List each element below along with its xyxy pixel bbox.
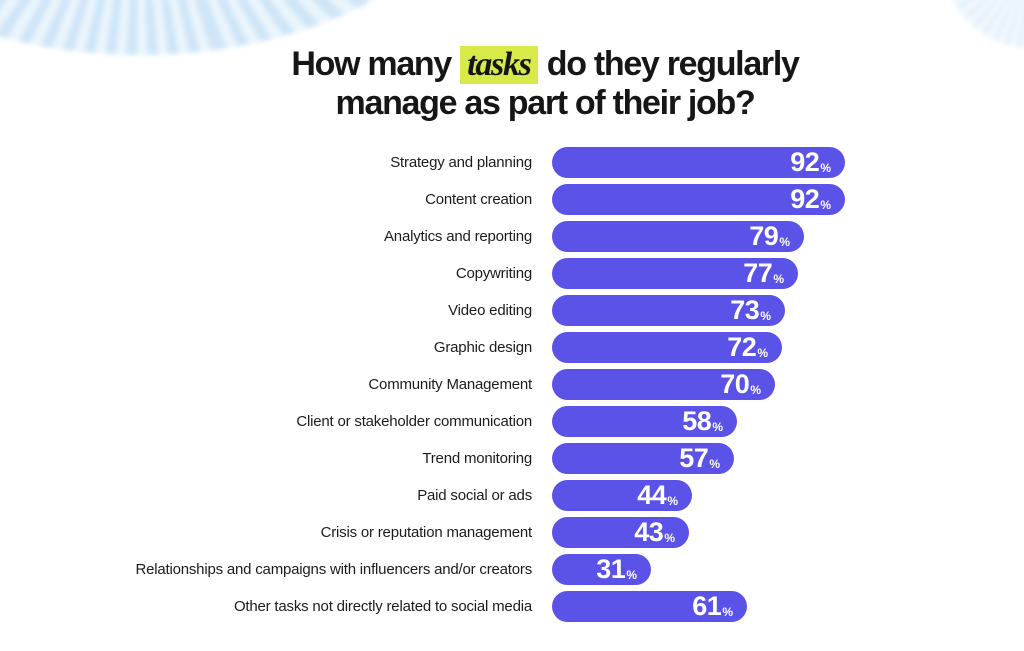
bar-value: 77 xyxy=(743,258,773,288)
percent-sign: % xyxy=(757,346,768,360)
bar-label: Trend monitoring xyxy=(422,450,532,467)
chart-row: Paid social or ads 44% xyxy=(0,480,845,511)
bar-label: Crisis or reputation management xyxy=(320,524,533,541)
bar: 61% xyxy=(552,591,747,622)
chart-row: Content creation 92% xyxy=(0,184,845,215)
chart-row: Relationships and campaigns with influen… xyxy=(0,554,845,585)
title-line-2: manage as part of their job? xyxy=(335,83,756,122)
bar-value: 70 xyxy=(720,369,750,399)
bar-label: Copywriting xyxy=(455,265,532,282)
bar-label: Other tasks not directly related to soci… xyxy=(233,598,532,615)
bar: 31% xyxy=(552,554,651,585)
chart-row: Video editing 73% xyxy=(0,295,845,326)
bar-value: 73 xyxy=(730,295,760,325)
percent-sign: % xyxy=(750,383,761,397)
bar-value: 57 xyxy=(679,443,709,473)
bar: 58% xyxy=(552,406,737,437)
bar-label: Graphic design xyxy=(433,339,532,356)
chart-row: Strategy and planning 92% xyxy=(0,147,845,178)
bar-value: 31 xyxy=(596,554,626,584)
percent-sign: % xyxy=(667,494,678,508)
bar: 79% xyxy=(552,221,804,252)
page-title: How many tasks do they regularly manage … xyxy=(0,45,1024,123)
bar-value: 58 xyxy=(682,406,712,436)
chart-rows: Strategy and planning 92% Content creation… xyxy=(0,147,845,622)
percent-sign: % xyxy=(820,198,831,212)
chart-row: Client or stakeholder communication 58% xyxy=(0,406,845,437)
percent-sign: % xyxy=(712,420,723,434)
percent-sign: % xyxy=(626,568,637,582)
bar-value: 44 xyxy=(637,480,667,510)
title-part-2: do they regularly xyxy=(546,44,800,83)
bar: 92% xyxy=(552,184,845,215)
percent-sign: % xyxy=(779,235,790,249)
chart-row: Analytics and reporting 79% xyxy=(0,221,845,252)
percent-sign: % xyxy=(709,457,720,471)
percent-sign: % xyxy=(722,605,733,619)
bar-label: Paid social or ads xyxy=(417,487,532,504)
bar-value: 79 xyxy=(749,221,779,251)
bar-label: Relationships and campaigns with influen… xyxy=(135,561,532,578)
bar: 92% xyxy=(552,147,845,178)
percent-sign: % xyxy=(664,531,675,545)
chart-row: Copywriting 77% xyxy=(0,258,845,289)
title-line-1: How many tasks do they regularly xyxy=(291,44,800,84)
bar: 44% xyxy=(552,480,692,511)
bar: 77% xyxy=(552,258,798,289)
striped-circle-decoration-right xyxy=(942,0,1024,48)
bar: 73% xyxy=(552,295,785,326)
bar-value: 43 xyxy=(634,517,664,547)
bar-label: Community Management xyxy=(368,376,532,393)
title-highlight: tasks xyxy=(460,45,538,84)
bar-value: 61 xyxy=(692,591,722,621)
bar: 57% xyxy=(552,443,734,474)
percent-sign: % xyxy=(773,272,784,286)
bar-value: 92 xyxy=(790,184,820,214)
bar-label: Client or stakeholder communication xyxy=(296,413,532,430)
chart-row: Trend monitoring 57% xyxy=(0,443,845,474)
chart-row: Graphic design 72% xyxy=(0,332,845,363)
chart-row: Other tasks not directly related to soci… xyxy=(0,591,845,622)
chart-row: Community Management 70% xyxy=(0,369,845,400)
bar-value: 92 xyxy=(790,147,820,177)
horizontal-bar-chart: Strategy and planning 92% Content creation… xyxy=(0,147,845,628)
bar-value: 72 xyxy=(727,332,757,362)
chart-row: Crisis or reputation management 43% xyxy=(0,517,845,548)
bar-label: Video editing xyxy=(448,302,532,319)
percent-sign: % xyxy=(760,309,771,323)
bar: 43% xyxy=(552,517,689,548)
bar-label: Content creation xyxy=(425,191,532,208)
bar-label: Strategy and planning xyxy=(390,154,532,171)
bar: 72% xyxy=(552,332,782,363)
percent-sign: % xyxy=(820,161,831,175)
title-part-1: How many xyxy=(291,44,452,83)
bar-label: Analytics and reporting xyxy=(384,228,532,245)
bar: 70% xyxy=(552,369,775,400)
